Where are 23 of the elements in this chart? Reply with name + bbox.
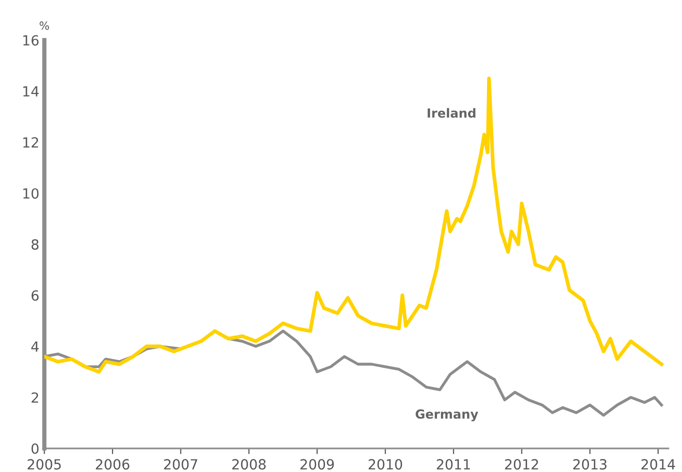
- x-tick-label: 2012: [505, 459, 538, 470]
- x-tick-label: 2008: [232, 459, 266, 470]
- y-tick-label: 4: [31, 341, 39, 352]
- x-tick-label: 2013: [573, 459, 606, 470]
- x-tick-label: 2006: [96, 459, 130, 470]
- x-tick-label: 2009: [300, 459, 334, 470]
- y-tick-label: 6: [32, 290, 39, 301]
- y-tick-label: 8: [32, 239, 39, 250]
- y-tick-label: 0: [32, 443, 39, 454]
- line-series: [44, 76, 664, 374]
- x-tick-label: 2011: [436, 459, 470, 470]
- series-label: Germany: [416, 409, 478, 422]
- y-tick-label: 2: [32, 392, 38, 403]
- y-tick-label: 12: [23, 137, 38, 148]
- x-tick-label: 2010: [368, 459, 402, 470]
- y-axis-title: %: [40, 21, 49, 30]
- y-tick-label: 16: [23, 35, 39, 46]
- series-label: Ireland: [428, 108, 476, 118]
- x-tick-label: 2005: [28, 459, 61, 470]
- y-tick-label: 10: [23, 188, 39, 199]
- y-tick-label: 14: [23, 86, 39, 96]
- x-tick-label: 2007: [164, 459, 198, 470]
- x-tick-label: 2014: [641, 459, 676, 470]
